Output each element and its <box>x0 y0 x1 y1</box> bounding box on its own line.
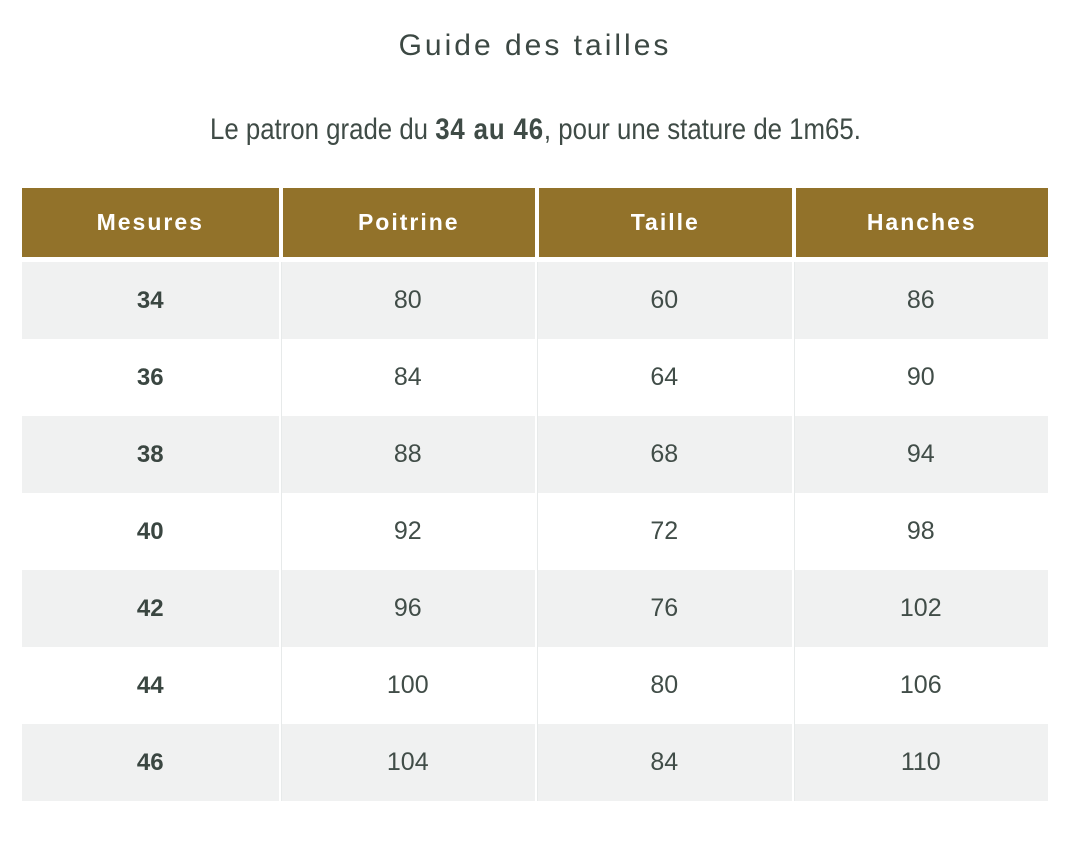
poitrine-cell: 104 <box>278 724 535 801</box>
size-cell: 44 <box>22 647 279 724</box>
table-row: 38 88 68 94 <box>22 416 1048 493</box>
column-header-mesures: Mesures <box>22 188 279 262</box>
taille-cell: 80 <box>535 647 792 724</box>
size-cell: 36 <box>22 339 279 416</box>
size-cell: 46 <box>22 724 279 801</box>
hanches-cell: 98 <box>791 493 1048 570</box>
poitrine-cell: 84 <box>278 339 535 416</box>
hanches-cell: 110 <box>791 724 1048 801</box>
hanches-cell: 106 <box>791 647 1048 724</box>
poitrine-cell: 88 <box>278 416 535 493</box>
table-head: Mesures Poitrine Taille Hanches <box>22 188 1048 262</box>
column-header-taille: Taille <box>535 188 792 262</box>
size-guide-page: Guide des tailles Le patron grade du 34 … <box>0 29 1070 801</box>
table-header-row: Mesures Poitrine Taille Hanches <box>22 188 1048 262</box>
size-cell: 34 <box>22 262 279 339</box>
poitrine-cell: 92 <box>278 493 535 570</box>
hanches-cell: 102 <box>791 570 1048 647</box>
size-guide-table: Mesures Poitrine Taille Hanches 34 80 60 86… <box>22 188 1048 801</box>
page-title: Guide des tailles <box>398 29 672 62</box>
table-row: 36 84 64 90 <box>22 339 1048 416</box>
table-row: 40 92 72 98 <box>22 493 1048 570</box>
grading-note-size-range: 34 au 46 <box>434 113 544 146</box>
column-header-poitrine: Poitrine <box>278 188 535 262</box>
taille-cell: 60 <box>535 262 792 339</box>
grading-note-suffix: , pour une stature de 1m65. <box>543 113 861 146</box>
table-row: 42 96 76 102 <box>22 570 1048 647</box>
poitrine-cell: 80 <box>278 262 535 339</box>
table-row: 34 80 60 86 <box>22 262 1048 339</box>
poitrine-cell: 96 <box>278 570 535 647</box>
size-cell: 42 <box>22 570 279 647</box>
hanches-cell: 90 <box>791 339 1048 416</box>
poitrine-cell: 100 <box>278 647 535 724</box>
taille-cell: 76 <box>535 570 792 647</box>
hanches-cell: 94 <box>791 416 1048 493</box>
size-cell: 38 <box>22 416 279 493</box>
size-cell: 40 <box>22 493 279 570</box>
taille-cell: 68 <box>535 416 792 493</box>
table-row: 46 104 84 110 <box>22 724 1048 801</box>
table-body: 34 80 60 86 36 84 64 90 38 88 68 94 40 92 72 98 42 96 76 10… <box>22 262 1048 801</box>
taille-cell: 84 <box>535 724 792 801</box>
column-header-hanches: Hanches <box>791 188 1048 262</box>
taille-cell: 64 <box>535 339 792 416</box>
grading-note-prefix: Le patron grade du <box>209 113 435 146</box>
taille-cell: 72 <box>535 493 792 570</box>
grading-note-text: Le patron grade du 34 au 46, pour une st… <box>210 111 861 149</box>
grading-note: Le patron grade du 34 au 46, pour une st… <box>0 111 1070 149</box>
hanches-cell: 86 <box>791 262 1048 339</box>
table-row: 44 100 80 106 <box>22 647 1048 724</box>
